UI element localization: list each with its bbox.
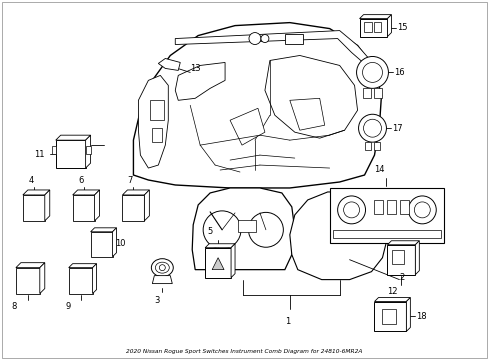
Polygon shape xyxy=(138,75,168,168)
Bar xyxy=(400,200,408,214)
Bar xyxy=(73,195,94,221)
Text: 13: 13 xyxy=(190,64,201,73)
Polygon shape xyxy=(92,264,96,293)
Circle shape xyxy=(407,196,435,224)
Polygon shape xyxy=(192,188,294,270)
Polygon shape xyxy=(112,228,116,257)
Ellipse shape xyxy=(151,259,173,276)
Bar xyxy=(90,232,112,257)
Polygon shape xyxy=(359,15,390,19)
Circle shape xyxy=(337,196,365,224)
Text: 3: 3 xyxy=(154,296,160,305)
Bar xyxy=(362,88,370,98)
Text: 17: 17 xyxy=(392,124,402,133)
Text: 15: 15 xyxy=(397,23,407,32)
Text: 4: 4 xyxy=(28,176,33,185)
Polygon shape xyxy=(289,98,324,130)
Polygon shape xyxy=(414,241,419,275)
Polygon shape xyxy=(23,190,50,195)
Bar xyxy=(285,33,302,44)
Polygon shape xyxy=(406,298,409,332)
Circle shape xyxy=(362,62,382,82)
Polygon shape xyxy=(212,258,224,270)
Polygon shape xyxy=(133,23,381,188)
Circle shape xyxy=(413,202,429,218)
Ellipse shape xyxy=(248,212,283,247)
Circle shape xyxy=(159,265,165,271)
Polygon shape xyxy=(45,190,50,221)
Polygon shape xyxy=(205,244,235,248)
Text: 12: 12 xyxy=(386,287,397,296)
Bar xyxy=(382,309,396,324)
Polygon shape xyxy=(152,276,172,284)
Polygon shape xyxy=(56,135,90,140)
Polygon shape xyxy=(122,190,149,195)
Circle shape xyxy=(343,202,359,218)
Bar xyxy=(16,268,40,293)
Polygon shape xyxy=(289,192,386,280)
Bar xyxy=(152,128,162,142)
Polygon shape xyxy=(374,298,409,302)
Bar xyxy=(386,200,396,214)
Bar xyxy=(374,200,383,214)
Bar xyxy=(52,146,56,154)
Polygon shape xyxy=(73,190,100,195)
Polygon shape xyxy=(264,55,357,138)
Bar xyxy=(68,268,92,293)
Text: 10: 10 xyxy=(115,239,126,248)
Polygon shape xyxy=(175,62,224,100)
Polygon shape xyxy=(175,31,377,72)
Text: 11: 11 xyxy=(34,150,44,159)
Circle shape xyxy=(356,57,387,88)
Polygon shape xyxy=(40,263,45,293)
Polygon shape xyxy=(94,190,100,221)
Bar xyxy=(392,250,404,264)
Bar xyxy=(56,140,85,168)
Bar xyxy=(363,22,371,32)
Bar xyxy=(329,188,443,243)
Polygon shape xyxy=(85,135,90,168)
Polygon shape xyxy=(158,58,180,71)
Text: 5: 5 xyxy=(207,227,212,236)
Bar xyxy=(373,22,381,32)
Circle shape xyxy=(358,114,386,142)
Text: 16: 16 xyxy=(394,68,404,77)
Text: 7: 7 xyxy=(127,176,133,185)
Bar xyxy=(374,142,380,150)
Circle shape xyxy=(261,35,268,42)
Text: 14: 14 xyxy=(373,165,384,174)
Polygon shape xyxy=(386,241,419,245)
Text: 18: 18 xyxy=(415,312,426,321)
Bar xyxy=(23,195,45,221)
Circle shape xyxy=(363,119,381,137)
Bar xyxy=(85,146,90,154)
Polygon shape xyxy=(90,228,116,232)
Text: 8: 8 xyxy=(11,302,16,311)
Polygon shape xyxy=(144,190,149,221)
Bar xyxy=(364,142,370,150)
Circle shape xyxy=(248,32,261,45)
Ellipse shape xyxy=(203,211,241,249)
Text: 1: 1 xyxy=(285,318,289,327)
Bar xyxy=(359,19,386,37)
Polygon shape xyxy=(229,108,264,145)
Bar xyxy=(332,230,440,238)
Ellipse shape xyxy=(155,262,169,273)
Bar xyxy=(122,195,144,221)
Bar xyxy=(386,245,414,275)
Bar xyxy=(205,248,230,278)
Polygon shape xyxy=(386,15,390,37)
Polygon shape xyxy=(68,264,96,268)
Bar xyxy=(150,100,164,120)
Bar xyxy=(374,302,406,332)
Text: 9: 9 xyxy=(65,302,71,311)
Text: 2: 2 xyxy=(399,273,404,282)
Text: 6: 6 xyxy=(78,176,83,185)
Polygon shape xyxy=(230,244,235,278)
Bar xyxy=(238,220,255,232)
Text: 2020 Nissan Rogue Sport Switches Instrument Comb Diagram for 24810-6MR2A: 2020 Nissan Rogue Sport Switches Instrum… xyxy=(126,349,362,354)
Bar xyxy=(374,88,382,98)
Polygon shape xyxy=(16,263,45,268)
